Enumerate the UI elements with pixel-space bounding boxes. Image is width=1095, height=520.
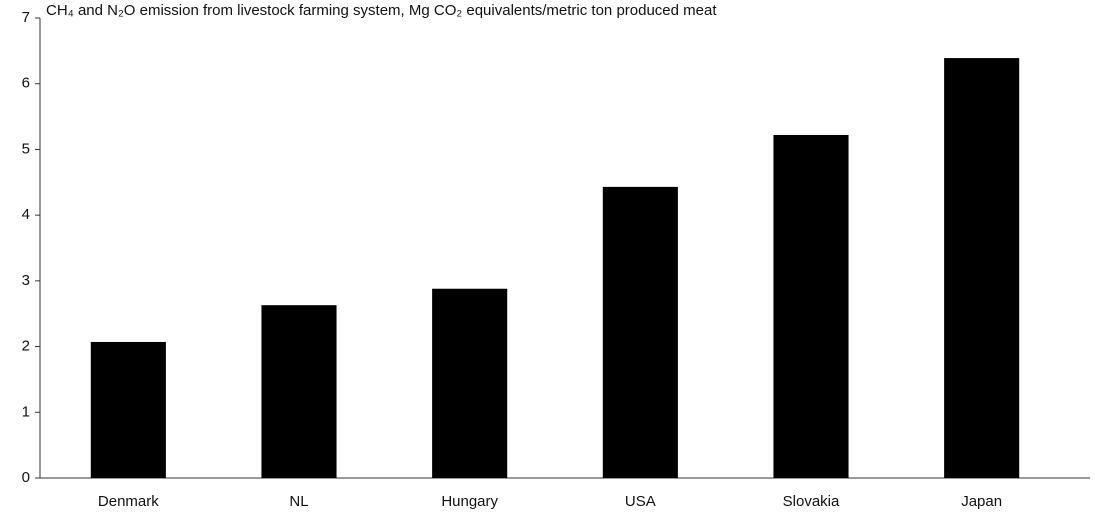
x-tick-label: Slovakia (783, 493, 840, 510)
bar (944, 58, 1020, 478)
chart-title: CH₄ and N₂O emission from livestock farm… (46, 2, 717, 19)
x-tick-label: Hungary (441, 493, 498, 510)
y-tick-label: 6 (22, 75, 30, 92)
bar (432, 288, 508, 478)
x-tick-label: USA (625, 493, 656, 510)
bar (261, 305, 337, 478)
y-tick-label: 3 (22, 272, 30, 289)
y-tick-label: 4 (22, 206, 30, 223)
x-tick-label: NL (289, 493, 308, 510)
y-tick-label: 1 (22, 403, 30, 420)
y-tick-label: 5 (22, 140, 30, 157)
bar (602, 186, 678, 478)
y-tick-label: 0 (22, 469, 30, 486)
bar (90, 341, 166, 478)
x-tick-label: Denmark (98, 493, 159, 510)
y-tick-label: 7 (22, 9, 30, 26)
y-tick-label: 2 (22, 338, 30, 355)
bar (773, 134, 849, 478)
x-tick-label: Japan (961, 493, 1002, 510)
